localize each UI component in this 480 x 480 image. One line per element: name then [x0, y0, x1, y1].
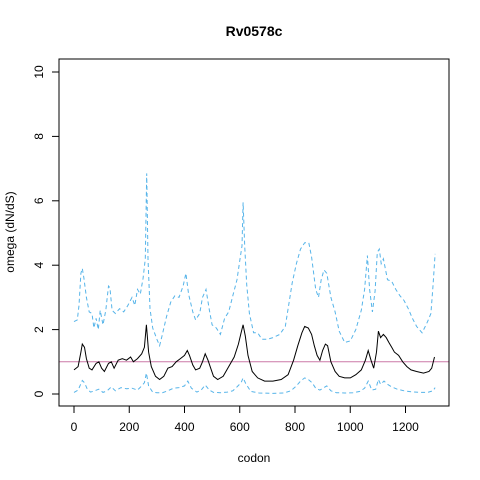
x-tick-label: 800 [285, 420, 305, 434]
x-tick-label: 200 [119, 420, 139, 434]
y-tick-label: 2 [32, 326, 46, 333]
plot-frame [58, 58, 450, 407]
series-omega-line [73, 324, 435, 382]
y-tick-label: 4 [32, 262, 46, 269]
y-tick-label: 10 [32, 65, 46, 79]
axes-layer: 0 200 400 600 800 1000 1200 0 2 4 6 8 10 [32, 65, 419, 434]
series-lower-ci-line [73, 372, 436, 394]
x-tick-label: 0 [71, 420, 78, 434]
y-tick-label: 8 [32, 133, 46, 140]
y-tick-label: 6 [32, 197, 46, 204]
x-axis-label: codon [238, 451, 271, 465]
x-tick-label: 400 [174, 420, 194, 434]
series-layer [59, 173, 449, 394]
x-tick-label: 1200 [392, 420, 419, 434]
x-tick-label: 600 [230, 420, 250, 434]
y-tick-label: 0 [32, 390, 46, 397]
series-upper-ci-line [73, 173, 436, 348]
chart-title: Rv0578c [226, 23, 283, 39]
y-axis-label: omega (dN/dS) [3, 191, 17, 272]
x-tick-label: 1000 [337, 420, 364, 434]
